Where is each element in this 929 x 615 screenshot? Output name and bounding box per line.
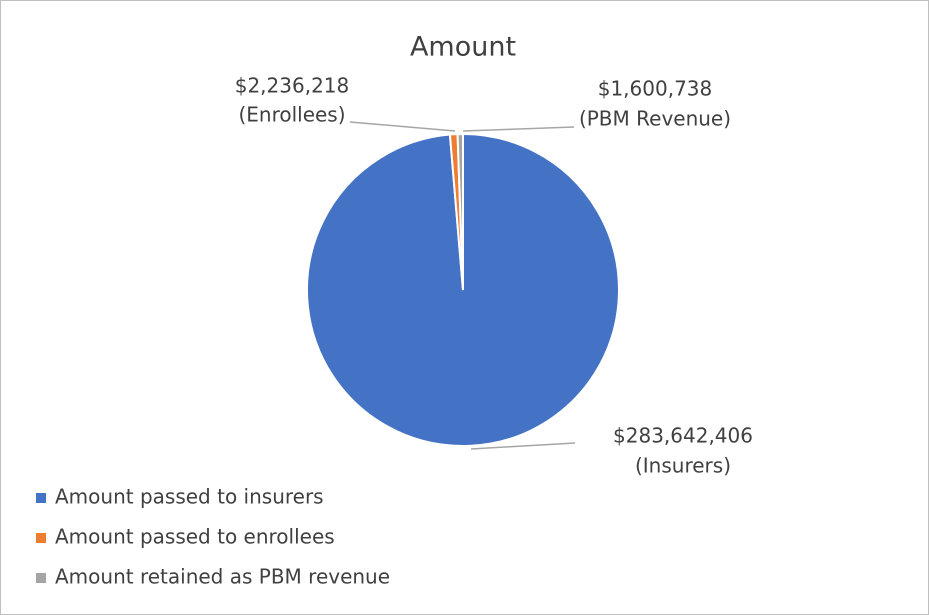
leader-line bbox=[470, 442, 576, 450]
data-label-name: (PBM Revenue) bbox=[579, 107, 731, 131]
data-label-name: (Enrollees) bbox=[238, 103, 345, 127]
legend-label: Amount passed to insurers bbox=[55, 485, 324, 509]
data-label: $283,642,406 bbox=[613, 424, 753, 448]
leader-line bbox=[462, 126, 575, 132]
legend-swatch bbox=[36, 493, 46, 503]
leader-line bbox=[349, 121, 456, 132]
data-label: $2,236,218 bbox=[235, 74, 350, 98]
pie-slice bbox=[456, 132, 464, 291]
legend-swatch bbox=[36, 533, 46, 543]
chart-title: Amount bbox=[410, 32, 516, 63]
data-label-name: (Insurers) bbox=[635, 454, 731, 478]
legend-label: Amount retained as PBM revenue bbox=[55, 565, 390, 589]
data-label: $1,600,738 bbox=[598, 77, 713, 101]
legend-label: Amount passed to enrollees bbox=[55, 525, 335, 549]
legend-swatch bbox=[36, 573, 46, 583]
